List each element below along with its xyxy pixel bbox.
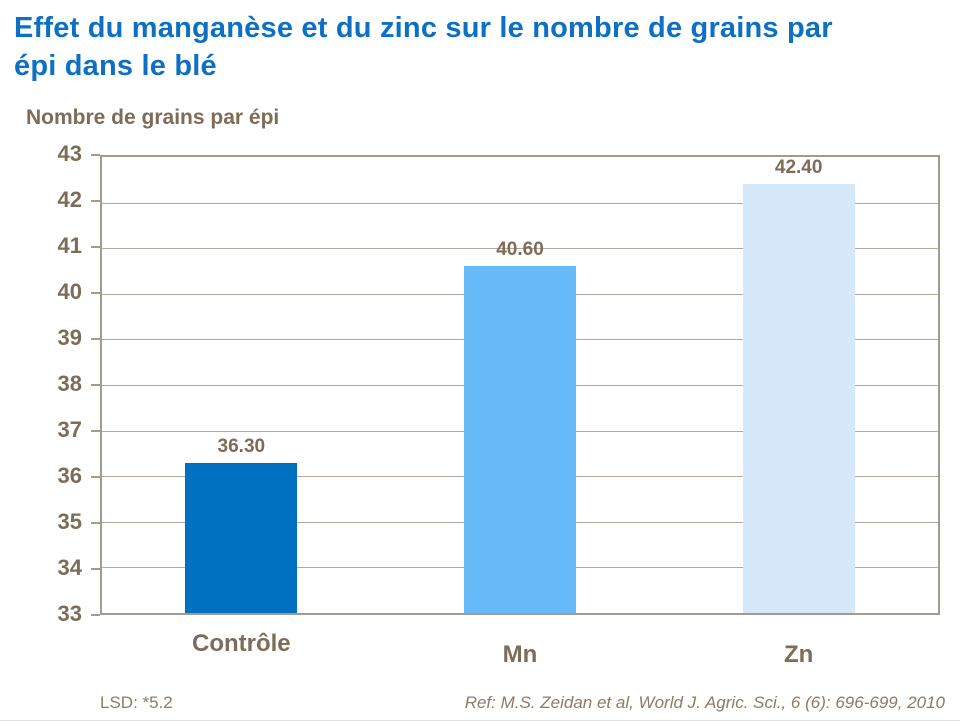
y-axis-tick-label: 41 xyxy=(57,233,82,258)
y-axis-tick xyxy=(91,154,100,156)
y-axis-tick-label: 36 xyxy=(57,463,82,488)
bar-mn xyxy=(464,266,576,613)
y-axis-tick-label: 40 xyxy=(57,279,82,304)
y-axis-tick-label: 35 xyxy=(57,509,82,534)
y-axis-tick xyxy=(91,246,100,248)
chart-title-line-1: Effet du manganèse et du zinc sur le nom… xyxy=(14,12,833,44)
y-axis-tick-label: 33 xyxy=(57,601,82,626)
y-axis-tick xyxy=(91,476,100,478)
bar-value-label: 36.30 xyxy=(217,436,266,457)
x-axis-category-label: Contrôle xyxy=(191,630,291,657)
y-axis-tick xyxy=(91,338,100,340)
y-axis-title: Nombre de grains par épi xyxy=(26,106,280,129)
footer-reference: Ref: M.S. Zeidan et al, World J. Agric. … xyxy=(464,693,945,712)
y-axis-tick xyxy=(91,568,100,570)
y-axis-tick xyxy=(91,614,100,616)
bar-value-label: 40.60 xyxy=(496,239,544,260)
gridline xyxy=(102,248,938,250)
y-axis-tick-label: 43 xyxy=(57,141,82,166)
bar-value-label: 42.40 xyxy=(774,157,823,178)
y-axis-tick-label: 42 xyxy=(57,187,82,212)
x-axis-category-label: Zn xyxy=(783,641,814,668)
chart-title: Effet du manganèse et du zinc sur le nom… xyxy=(14,10,946,85)
y-axis-tick xyxy=(91,292,100,294)
x-axis-category-label: Mn xyxy=(502,641,538,668)
gridline xyxy=(102,202,938,204)
chart-title-line-2: épi dans le blé xyxy=(14,49,217,82)
bar-zn xyxy=(742,184,855,613)
y-axis-tick xyxy=(91,430,100,432)
y-axis-tick xyxy=(91,200,100,202)
y-axis-tick-label: 39 xyxy=(57,325,82,350)
y-axis-tick xyxy=(91,384,100,386)
y-axis-tick xyxy=(91,522,100,524)
bar-contrôle xyxy=(185,463,298,613)
y-axis-tick-label: 38 xyxy=(57,371,82,396)
y-axis-tick-label: 34 xyxy=(57,555,82,580)
y-axis-tick-label: 37 xyxy=(57,417,82,442)
footer-lsd-note: LSD: *5.2 xyxy=(100,693,173,712)
